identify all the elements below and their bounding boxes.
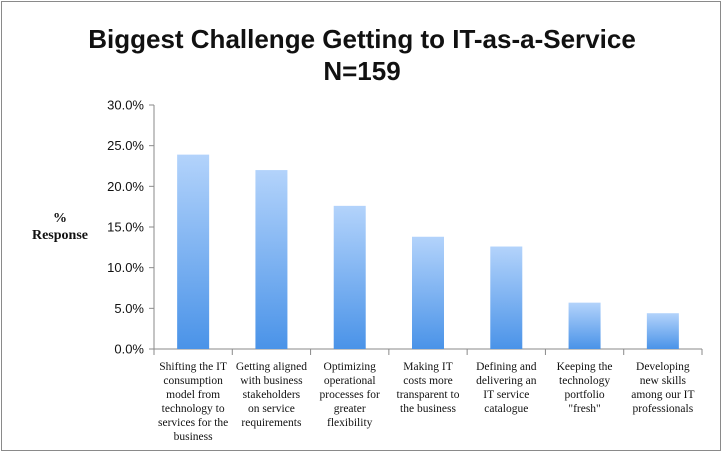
y-axis-label-line-1: % xyxy=(53,211,67,226)
x-category-label-line: Keeping the xyxy=(557,361,613,373)
x-category-label-line: flexibility xyxy=(327,417,373,429)
x-category-label-line: stakeholders xyxy=(243,389,301,401)
x-category-label-line: Shifting the IT xyxy=(159,361,227,373)
chart-title: Biggest Challenge Getting to IT-as-a-Ser… xyxy=(88,24,636,54)
x-category-label-line: costs more xyxy=(403,375,453,387)
y-tick-label: 0.0% xyxy=(114,342,144,357)
x-category-label-line: technology xyxy=(559,375,610,387)
x-category-label: Developing new skills among our IT professi… xyxy=(631,361,694,415)
x-category-label-line: catalogue xyxy=(484,403,528,415)
x-category-label-line: among our IT xyxy=(631,389,694,401)
x-category-label-line: requirements xyxy=(241,417,302,429)
y-tick-label: 5.0% xyxy=(114,301,144,316)
bar xyxy=(177,154,210,349)
x-category-label-line: portfolio xyxy=(564,389,604,401)
x-category-label-line: delivering an xyxy=(476,375,537,387)
y-axis-label: % Response xyxy=(16,210,104,244)
x-category-label-line: on service xyxy=(248,403,295,415)
x-category-label-line: Making IT xyxy=(403,361,453,373)
bar xyxy=(255,170,288,349)
x-category-label-line: Developing xyxy=(636,361,690,373)
x-category-label-line: professionals xyxy=(633,403,694,415)
x-category-label-line: greater xyxy=(334,403,366,415)
x-category-label: Getting aligned with business stakeholders… xyxy=(236,361,307,429)
x-category-label-line: the business xyxy=(400,403,456,415)
y-axis-label-line-2: Response xyxy=(31,228,88,243)
y-tick-label: 10.0% xyxy=(107,260,144,275)
x-category-label-line: "fresh" xyxy=(568,403,600,415)
x-category-label: Keeping the technology portfolio "fresh" xyxy=(557,361,613,415)
y-tick-label: 25.0% xyxy=(107,138,144,153)
bar xyxy=(490,246,523,349)
x-category-label: Defining and delivering an IT service catal… xyxy=(476,361,537,415)
x-category-label-line: with business xyxy=(240,375,303,387)
x-category-label: Making IT costs more transparent to the bus… xyxy=(397,361,460,415)
x-category-label-line: model from xyxy=(166,389,220,401)
chart-subtitle: N=159 xyxy=(323,56,401,86)
x-category-label-line: Getting aligned xyxy=(236,361,307,373)
x-category-label: Optimizing operational processes for greate… xyxy=(320,361,381,429)
bar xyxy=(333,205,366,349)
x-category-label-line: services for the xyxy=(158,417,228,429)
bar xyxy=(412,236,444,349)
x-category-label-line: operational xyxy=(324,375,376,387)
x-category-label-line: Optimizing xyxy=(324,361,377,373)
x-category-label-line: transparent to xyxy=(397,389,460,401)
x-category-label-line: Defining and xyxy=(476,361,537,373)
y-tick-label: 30.0% xyxy=(107,98,144,113)
x-category-label: Shifting the IT consumption model from tech… xyxy=(158,361,228,443)
x-category-label-line: processes for xyxy=(320,389,381,401)
y-tick-label: 15.0% xyxy=(107,220,144,235)
bar xyxy=(646,313,679,349)
y-tick-label: 20.0% xyxy=(107,179,144,194)
x-category-label-line: new skills xyxy=(640,375,687,387)
x-category-label-line: business xyxy=(174,431,214,443)
bar xyxy=(568,302,601,349)
x-category-label-line: technology to xyxy=(162,403,225,415)
x-category-label-line: IT service xyxy=(483,389,529,401)
x-category-label-line: consumption xyxy=(163,375,223,387)
